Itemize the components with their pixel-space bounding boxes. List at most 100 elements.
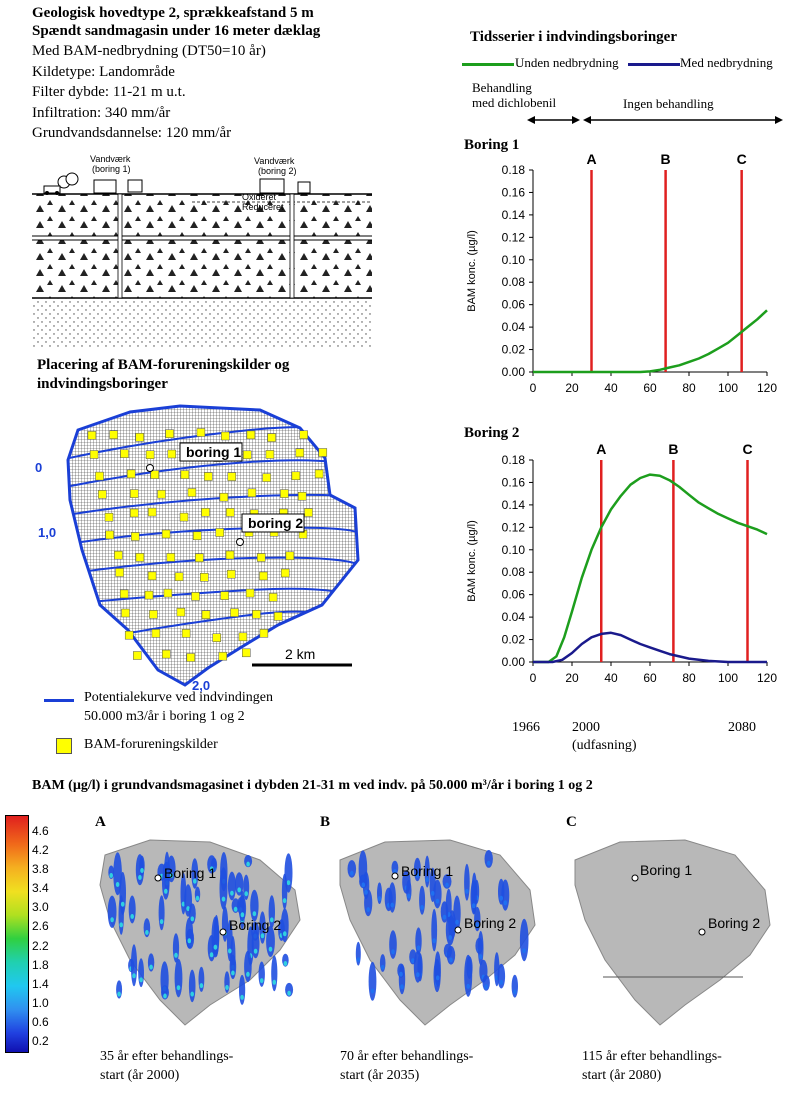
bam-plume-core — [475, 922, 480, 928]
legend-blue-label: Med nedbrydning — [680, 55, 773, 70]
bam-plume — [419, 885, 426, 915]
bam-source-marker — [105, 530, 114, 540]
colorbar-label: 3.8 — [32, 862, 49, 877]
colorbar-label: 3.0 — [32, 900, 49, 915]
chart-2-x-tick-label: 20 — [565, 671, 579, 685]
bam-source-marker — [204, 472, 213, 481]
colorbar-label: 1.0 — [32, 995, 49, 1010]
bam-source-marker — [186, 653, 196, 662]
colorbar-label: 0.2 — [32, 1034, 49, 1049]
bam-source-marker — [280, 568, 290, 578]
bam-source-marker — [165, 429, 174, 438]
panel-b-boring-1: Boring 1 — [401, 863, 453, 879]
bam-plume-core — [449, 957, 453, 963]
panel-b-caption-1: 70 år efter behandlings- — [340, 1049, 474, 1064]
chart-1-x-tick-label: 60 — [643, 381, 657, 395]
bam-plume-core — [259, 978, 264, 984]
chart-1-x-tick-label: 0 — [530, 381, 537, 395]
bam-plume — [464, 954, 473, 997]
behandling-label-1: Behandling — [472, 80, 532, 95]
bam-source-marker — [191, 592, 200, 601]
header-line-4: Kildetype: Landområde — [32, 64, 175, 80]
bam-plume-core — [209, 866, 214, 872]
bam-source-marker — [225, 508, 235, 517]
legend-contour-label-2: 50.000 m3/år i boring 1 og 2 — [84, 709, 245, 724]
geologic-cross-section: Oxideret Reduceret Vandværk (boring 1) V… — [32, 154, 372, 347]
vandvaerk-1-label: Vandværk — [90, 154, 131, 164]
bam-plume-core — [361, 882, 366, 888]
chart-2-y-axis-label: BAM konc. (µg/l) — [466, 520, 478, 602]
bam-source-marker — [226, 569, 236, 579]
bam-source-marker — [130, 489, 139, 498]
bam-source-marker — [167, 449, 177, 459]
bam-plume-core — [513, 989, 517, 995]
bam-source-marker — [162, 649, 171, 659]
bam-plume — [238, 895, 247, 922]
colorbar — [5, 815, 29, 1053]
bam-plume — [285, 982, 294, 997]
bam-plume — [440, 901, 449, 923]
header-line-5: Filter dybde: 11-21 m u.t. — [32, 84, 186, 100]
bam-plume-core — [466, 983, 470, 989]
bam-plume — [266, 925, 275, 957]
chart-1-y-tick-label: 0.14 — [502, 208, 526, 222]
header-line-6: Infiltration: 340 mm/år — [32, 105, 171, 121]
bam-plume — [388, 882, 396, 913]
bam-plume — [227, 871, 236, 901]
bam-plume-core — [117, 991, 121, 997]
bam-source-marker — [147, 571, 157, 581]
bam-source-marker — [245, 588, 255, 598]
bam-source-marker — [273, 612, 283, 621]
year-label-2000: 2000 — [572, 720, 600, 735]
bam-source-marker — [304, 508, 313, 517]
bam-plume — [244, 855, 253, 868]
chart-2-y-tick-label: 0.00 — [502, 655, 526, 669]
bam-plume-core — [366, 907, 370, 913]
bam-plume-core — [445, 882, 449, 888]
bam-plume — [498, 878, 505, 905]
bam-plume-core — [407, 893, 411, 899]
panel-a-boring-1: Boring 1 — [164, 865, 216, 881]
bam-plume-core — [231, 970, 235, 976]
bam-source-marker — [181, 629, 191, 638]
bam-plume-core — [430, 890, 435, 896]
chart-1-marker-label-A: A — [586, 151, 596, 167]
bam-source-marker — [246, 430, 256, 440]
bam-plume — [174, 958, 183, 998]
bam-plume-core — [400, 984, 404, 990]
bam-plume-core — [132, 973, 136, 979]
bam-plume-core — [159, 919, 164, 925]
colorbar-label: 2.2 — [32, 938, 49, 953]
bam-source-marker — [215, 528, 225, 537]
legend-blue-swatch — [628, 63, 680, 66]
bam-source-marker — [133, 651, 142, 660]
bam-plume — [397, 963, 405, 978]
bam-plume — [250, 889, 259, 922]
bam-source-marker — [318, 448, 328, 457]
bam-plume — [389, 930, 397, 959]
vandvaerk-2-label: Vandværk — [254, 156, 295, 166]
chart-1-x-tick-label: 100 — [718, 381, 738, 395]
chart-2-series-green — [533, 473, 768, 664]
bam-plume-core — [411, 958, 415, 964]
bam-source-marker — [150, 470, 160, 479]
chart-2-y-tick-label: 0.16 — [502, 475, 526, 489]
bam-plume-core — [416, 945, 421, 951]
panel-c-caption-2: start (år 2080) — [582, 1068, 662, 1083]
chart-boring-2: 0.00 0.02 0.04 0.06 0.08 0.10 0.12 0.14 0.16 0.18… — [466, 441, 777, 685]
bam-source-marker — [201, 610, 211, 619]
bam-plume — [497, 963, 506, 989]
bam-plume — [281, 873, 288, 910]
chart-2-series-blue — [533, 631, 767, 664]
map-boring-1-box — [179, 442, 243, 462]
bam-plume — [128, 895, 136, 924]
bam-source-marker — [147, 507, 157, 517]
chart-2-marker-label-A: A — [596, 441, 606, 457]
chart-2-y-tick-label: 0.12 — [502, 520, 526, 534]
panel-c-boring-1: Boring 1 — [640, 862, 692, 878]
bam-plume-core — [471, 903, 476, 909]
bam-plume-core — [130, 914, 134, 919]
bam-source-marker — [180, 470, 190, 479]
bam-plume-core — [286, 880, 291, 886]
legend-source-label: BAM-forureningskilder — [84, 737, 218, 752]
